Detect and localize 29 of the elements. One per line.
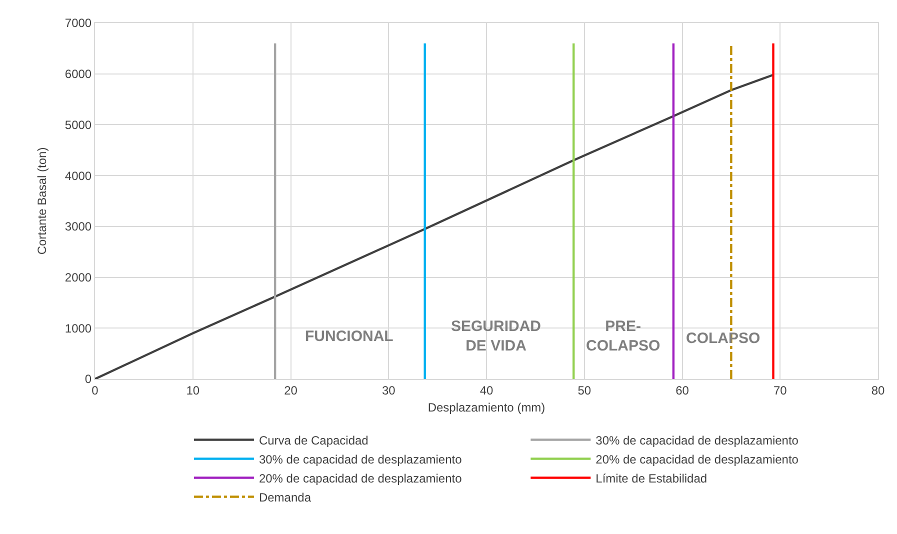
legend-label: 20% de capacidad de desplazamiento bbox=[258, 471, 462, 486]
x-tick-label: 10 bbox=[186, 383, 200, 398]
y-tick-label: 7000 bbox=[64, 16, 92, 30]
legend-label: 20% de capacidad de desplazamiento bbox=[596, 452, 799, 466]
y-tick-label: 3000 bbox=[64, 220, 92, 234]
y-tick-label: 6000 bbox=[64, 67, 92, 82]
y-tick-label: 5000 bbox=[64, 118, 92, 132]
y-axis-title: Cortante Basal (ton) bbox=[35, 147, 50, 255]
legend-label: Demanda bbox=[258, 490, 312, 504]
legend-label: Límite de Estabilidad bbox=[596, 471, 708, 486]
legend-label: 30% de capacidad de desplazamiento bbox=[258, 452, 462, 466]
x-tick-label: 80 bbox=[871, 383, 885, 398]
annotation: PRE- COLAPSO bbox=[586, 318, 661, 354]
y-tick-label: 4000 bbox=[64, 168, 92, 183]
x-tick-label: 50 bbox=[578, 383, 592, 398]
y-tick-label: 0 bbox=[84, 372, 92, 386]
line-series bbox=[95, 74, 774, 379]
annotation: FUNCIONAL bbox=[305, 328, 394, 345]
y-tick-label: 2000 bbox=[64, 270, 92, 284]
legend-label: 30% de capacidad de desplazamiento bbox=[596, 433, 799, 448]
x-tick-label: 70 bbox=[773, 383, 788, 398]
legend-label: Curva de Capacidad bbox=[258, 433, 368, 448]
x-tick-label: 40 bbox=[480, 383, 494, 398]
x-axis-title: Desplazamiento (mm) bbox=[428, 400, 546, 414]
x-tick-label: 30 bbox=[382, 383, 396, 398]
x-tick-label: 20 bbox=[284, 383, 298, 398]
annotation: SEGURIDAD DE VIDA bbox=[451, 318, 542, 354]
y-tick-label: 1000 bbox=[64, 321, 92, 336]
x-tick-label: 60 bbox=[676, 383, 690, 398]
